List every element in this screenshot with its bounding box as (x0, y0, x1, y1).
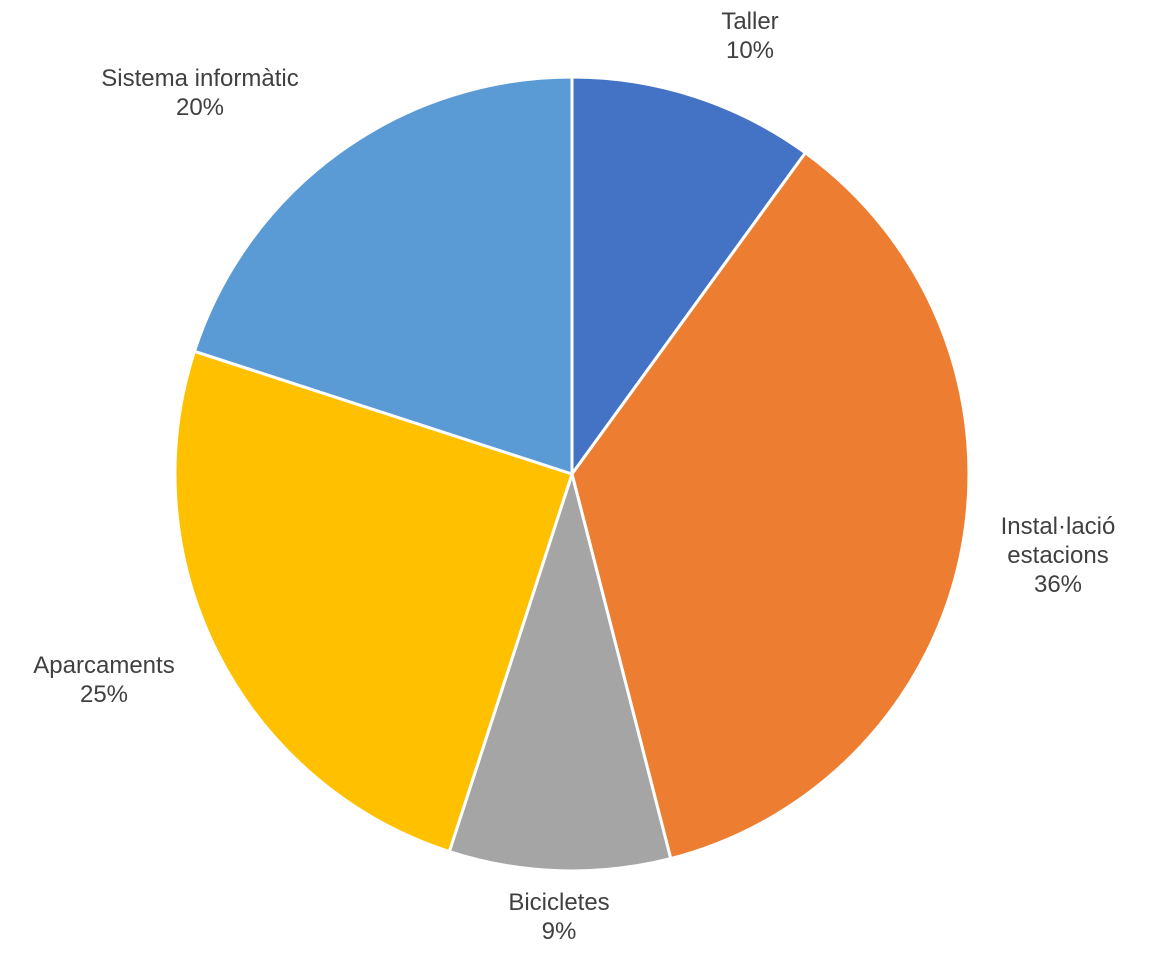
data-label-category: Aparcaments (33, 652, 174, 679)
pie-slice-taller (570, 75, 808, 479)
data-label-value: 36% (1034, 571, 1082, 598)
data-label-value: 25% (80, 681, 128, 708)
data-label-category: Sistema informàtic (101, 65, 298, 92)
data-label-category: Taller (721, 8, 778, 35)
pie-labels: Taller 10% Instal·lació estacions 36% Bicicle… (33, 8, 1115, 945)
data-label-taller: Taller 10% (721, 8, 778, 64)
pie-slices (173, 75, 971, 873)
pie-slice-aparcaments (173, 349, 574, 854)
data-label-bicicletes: Bicicletes 9% (508, 889, 609, 945)
data-label-value: 10% (726, 37, 774, 64)
data-label-category: Instal·lació (1001, 513, 1116, 540)
data-label-category: Bicicletes (508, 889, 609, 916)
pie-slice-instal-lacio-estacions (570, 150, 971, 861)
pie-slice-bicicletes (447, 468, 673, 873)
pie-slice-sistema-informatic (192, 75, 574, 477)
data-label-value: 20% (176, 94, 224, 121)
data-label-category: estacions (1007, 542, 1108, 569)
data-label-value: 9% (542, 918, 577, 945)
data-label-instal-lacio-estacions: Instal·lació estacions 36% (1001, 513, 1116, 598)
data-label-sistema-informatic: Sistema informàtic 20% (101, 65, 298, 121)
data-label-aparcaments: Aparcaments 25% (33, 652, 174, 708)
